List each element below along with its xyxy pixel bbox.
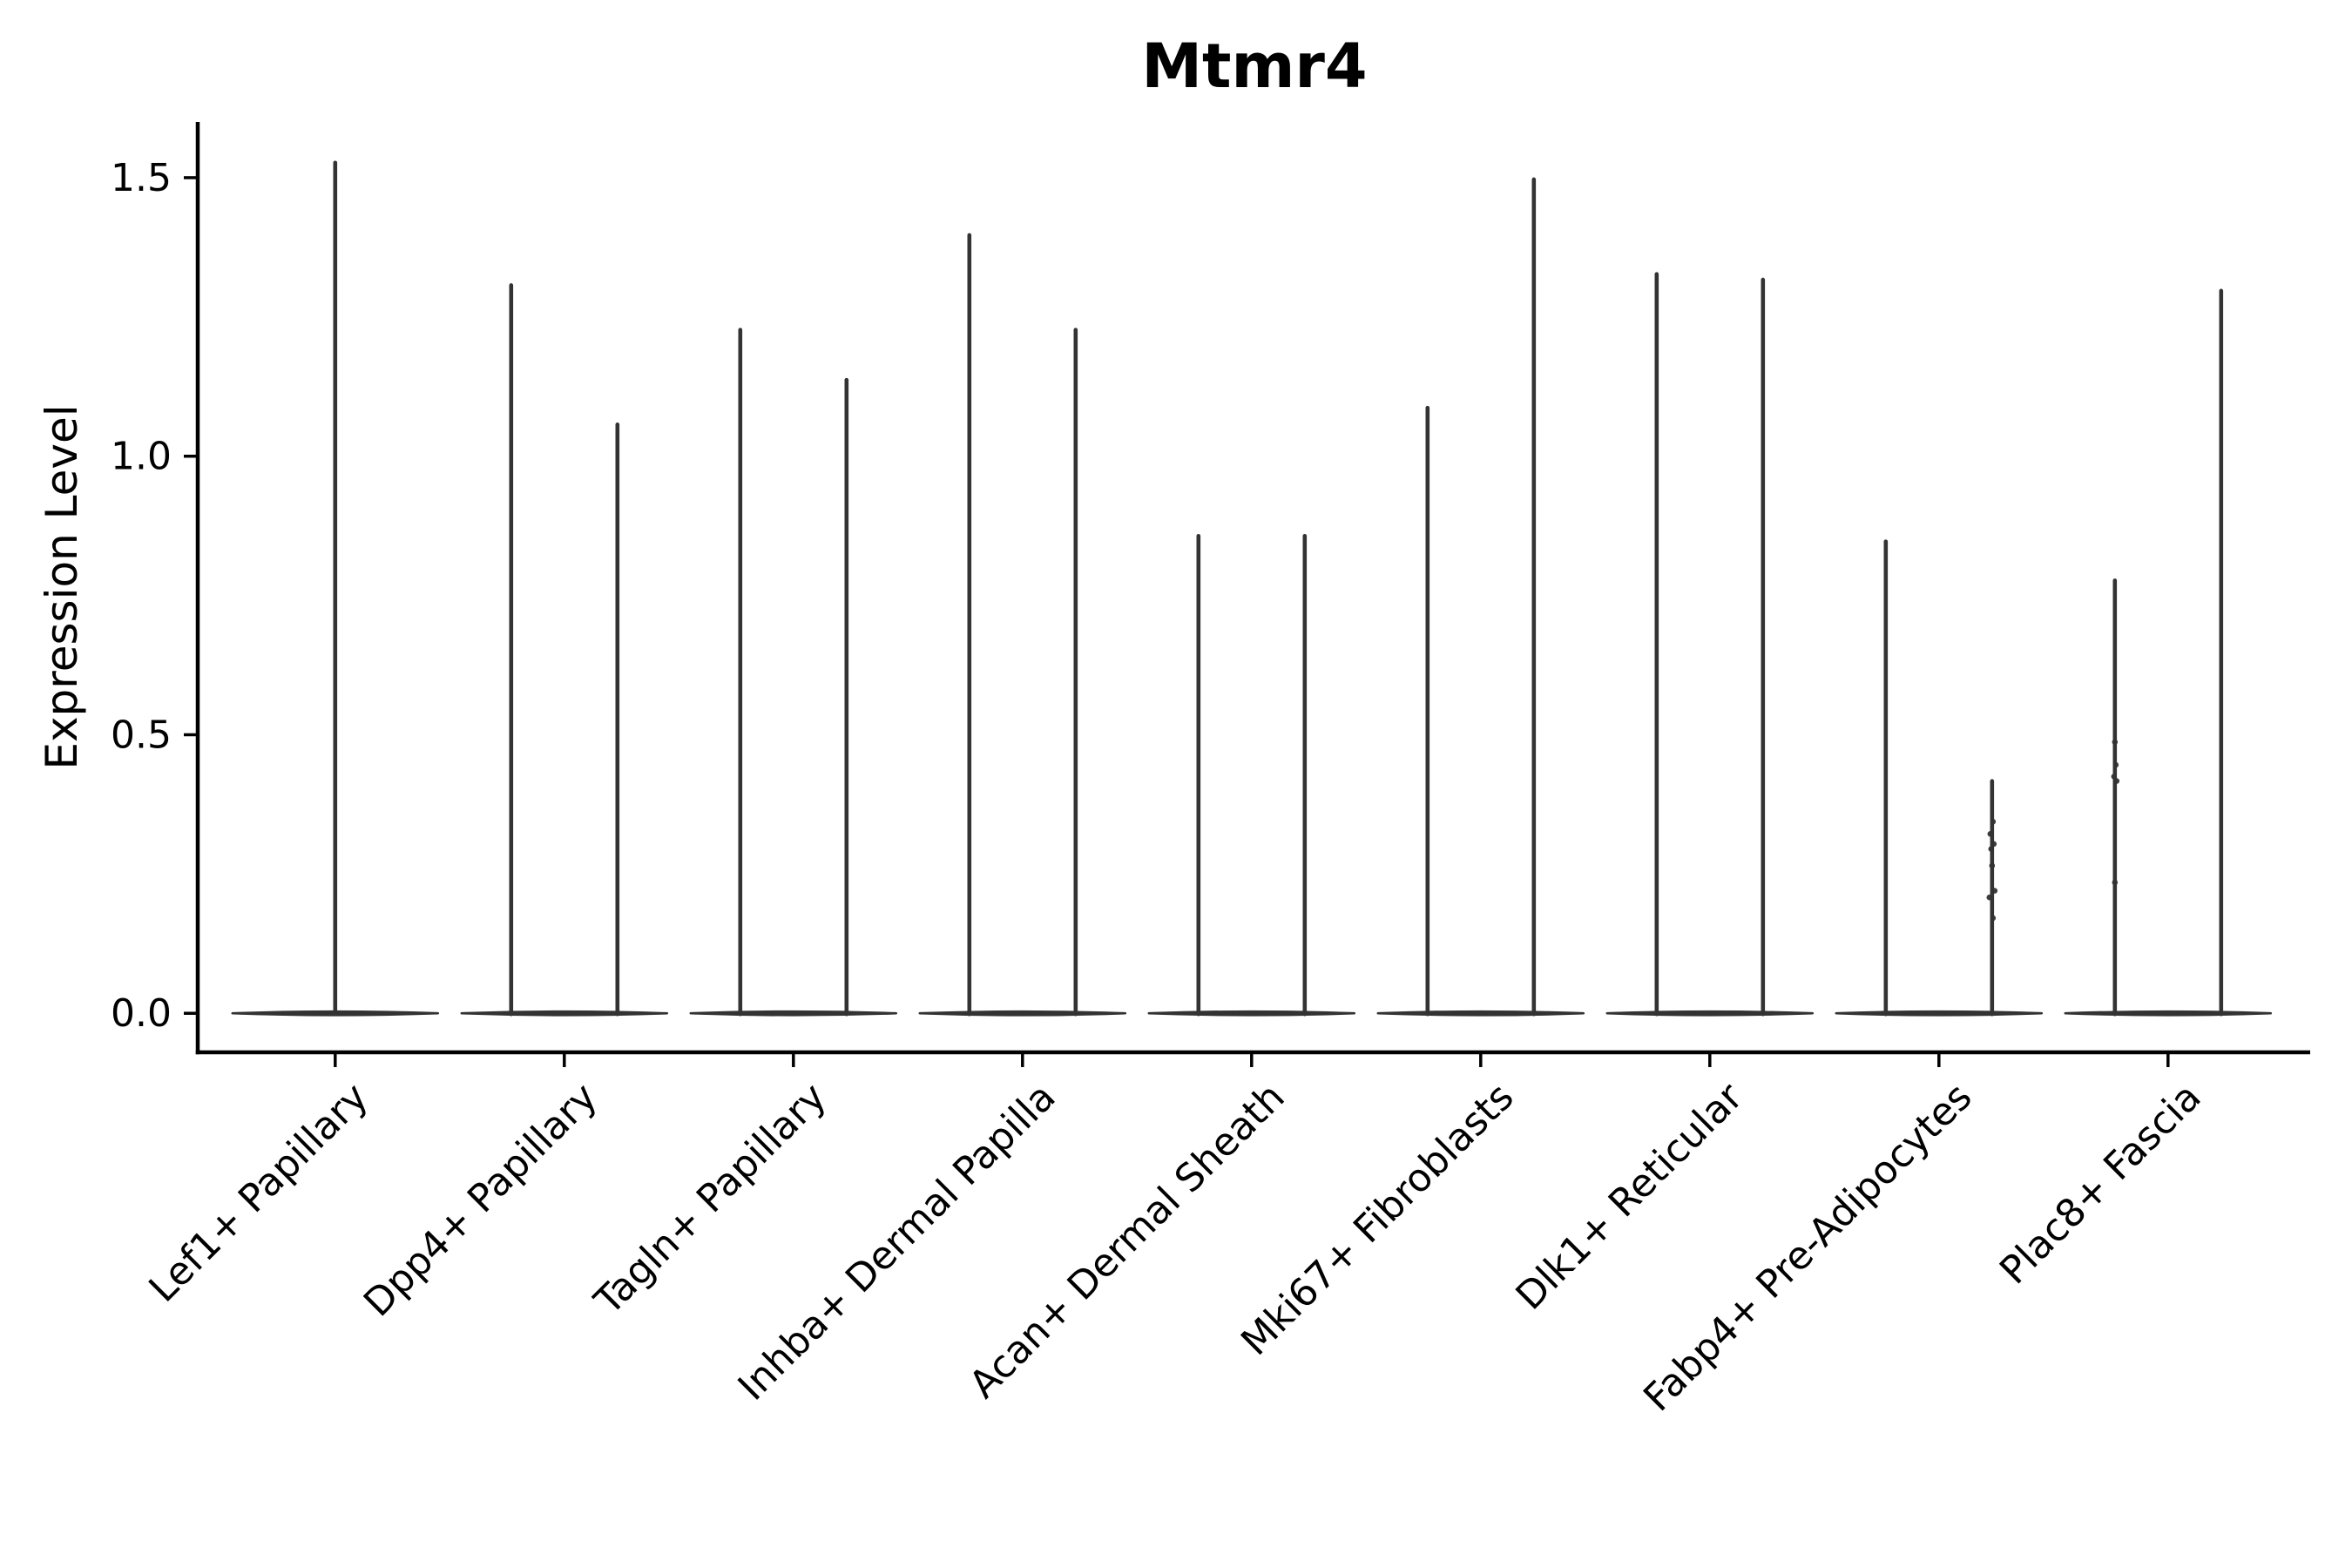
- y-axis-label: Expression Level: [37, 404, 87, 769]
- y-tick-label: 0.5: [111, 713, 172, 757]
- jitter-point: [1989, 862, 1996, 869]
- x-tick-label: Dpp4+ Papillary: [355, 1075, 606, 1326]
- violin-base: [2064, 1010, 2273, 1017]
- y-tick-label: 0.0: [111, 991, 172, 1036]
- violin-base: [1376, 1010, 1585, 1017]
- x-tick-label: Lef1+ Papillary: [140, 1075, 376, 1311]
- jitter-point: [1990, 841, 1997, 848]
- jitter-point: [2112, 761, 2119, 768]
- jitter-point: [1986, 894, 1993, 901]
- x-tick-label: Plac8+ Fascia: [1991, 1075, 2210, 1294]
- violin-base: [1147, 1010, 1356, 1017]
- y-tick-label: 1.0: [111, 435, 172, 479]
- jitter-point: [2113, 778, 2120, 784]
- jitter-point: [1991, 888, 1998, 894]
- violin-base: [689, 1010, 898, 1017]
- violin-base: [460, 1010, 669, 1017]
- x-tick-label: Dlk1+ Reticular: [1508, 1074, 1753, 1319]
- x-tick-label: Tagln+ Papillary: [585, 1075, 835, 1324]
- violin-base: [1835, 1010, 2044, 1017]
- violin-base: [918, 1010, 1127, 1017]
- y-ticks-layer: 0.0 0.5 1.0 1.5: [111, 156, 198, 1036]
- jitter-point: [1987, 831, 1994, 837]
- jitter-points-layer: [1986, 739, 2120, 922]
- jitter-point: [1990, 915, 1997, 922]
- jitter-point: [1988, 846, 1995, 852]
- jitter-point: [2111, 774, 2118, 780]
- jitter-point: [1990, 818, 1997, 825]
- chart-title: Mtmr4: [1141, 30, 1367, 102]
- violin-base: [1605, 1010, 1815, 1017]
- violins-layer: [231, 160, 2273, 1017]
- jitter-point: [2112, 739, 2119, 746]
- y-tick-label: 1.5: [111, 156, 172, 200]
- jitter-point: [2112, 879, 2119, 886]
